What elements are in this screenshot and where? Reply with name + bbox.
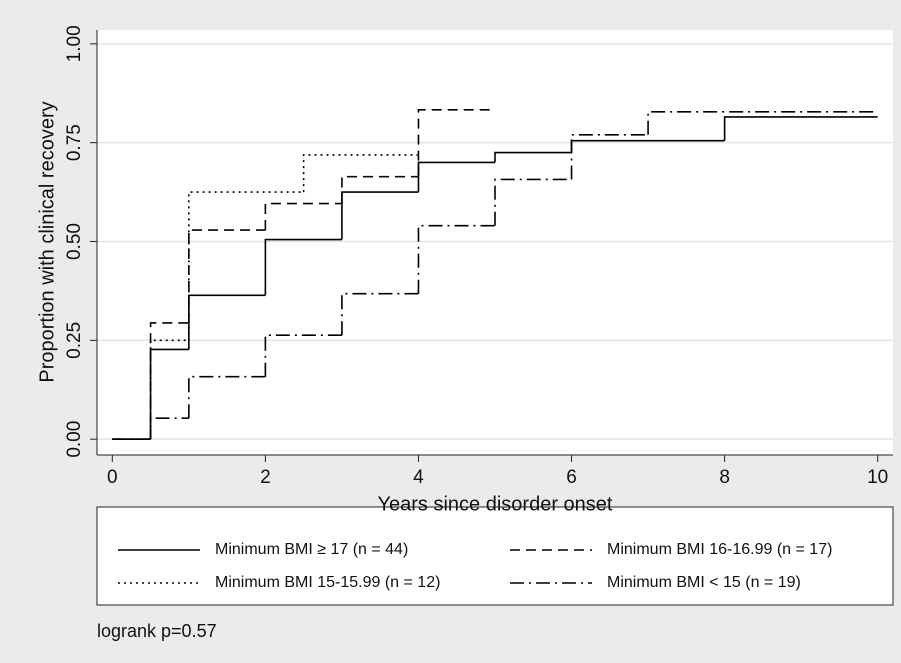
- step-segment: [149, 417, 189, 440]
- x-tick-label: 8: [719, 467, 730, 488]
- step-segment: [264, 238, 342, 296]
- step-segment: [264, 334, 342, 377]
- y-tick-label: 0.25: [64, 322, 85, 359]
- step-segment: [302, 154, 419, 193]
- x-tick-label: 4: [413, 467, 424, 488]
- step-segment: [149, 322, 189, 440]
- step-segment: [264, 202, 342, 231]
- step-segment: [341, 175, 419, 204]
- x-tick-label: 6: [566, 467, 577, 488]
- y-tick-label: 1.00: [64, 25, 85, 62]
- legend-label: Minimum BMI ≥ 17 (n = 44): [215, 541, 408, 558]
- step-segment: [647, 111, 878, 135]
- y-tick-label: 0.75: [64, 124, 85, 161]
- legend-label: Minimum BMI 16-16.99 (n = 17): [607, 541, 832, 558]
- x-tick-label: 2: [260, 467, 271, 488]
- x-tick-label: 10: [867, 467, 888, 488]
- x-axis-title: Years since disorder onset: [378, 493, 613, 515]
- step-segment: [417, 161, 495, 193]
- y-axis-title: Proportion with clinical recovery: [36, 101, 58, 382]
- legend: [96, 506, 894, 606]
- y-tick-label: 0.00: [64, 421, 85, 458]
- step-segment: [341, 292, 419, 336]
- step-segment: [494, 151, 572, 163]
- step-segment: [341, 191, 419, 240]
- step-segment: [188, 294, 266, 350]
- legend-label: Minimum BMI 15-15.99 (n = 12): [215, 574, 440, 591]
- y-tick-label: 0.50: [64, 223, 85, 260]
- x-tick-label: 0: [107, 467, 118, 488]
- plot-area: [97, 30, 893, 455]
- annotation: logrank p=0.57: [97, 621, 217, 641]
- step-segment: [723, 116, 878, 141]
- step-segment: [188, 375, 266, 419]
- step-segment: [188, 191, 304, 341]
- legend-label: Minimum BMI < 15 (n = 19): [607, 574, 801, 591]
- step-segment: [417, 109, 495, 177]
- step-segment: [494, 178, 572, 226]
